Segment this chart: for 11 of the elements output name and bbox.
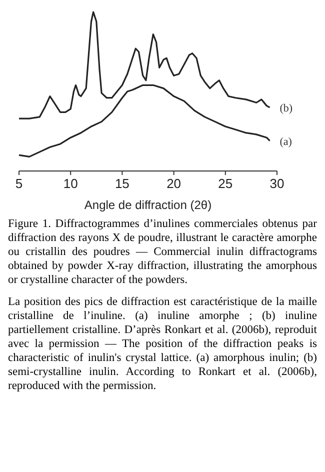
x-axis-title: Angle de diffraction (2θ) [84,198,212,212]
series-label: (a) [280,136,292,148]
series-label: (b) [280,102,293,114]
x-tick-label: 30 [270,176,284,191]
x-tick-label: 25 [218,176,233,191]
text: La position des pics de diffraction est caractéristique de la maille cristalline de l’inuline. (a) inuline amorphe ; (b) inuline partiellement cristalline. D’après Ronkart et al. (2006b), reproduit avec la permission — The position of the diffraction peaks is characteristic of inulin's crystal lattice. (a) amorphous inulin; (b) semi-crystalline inulin. According to Ronkart et al. (2006b), reproduced with the permission. [8,295,317,393]
x-tick-label: 20 [166,176,182,191]
text: Figure 1. Diffractogrammes d’inulines commerciales obtenus par diffraction des rayons X de poudre, illustrant le caractère amorphe ou cristallin des poudres — Commercial inulin diffractograms obtained by powder X-ray diffraction, illustrating the amorphous or crystalline character of the powders. [8,217,317,287]
x-tick-label: 10 [63,176,78,191]
x-tick-label: 15 [114,176,130,191]
x-tick-label: 5 [15,176,23,191]
